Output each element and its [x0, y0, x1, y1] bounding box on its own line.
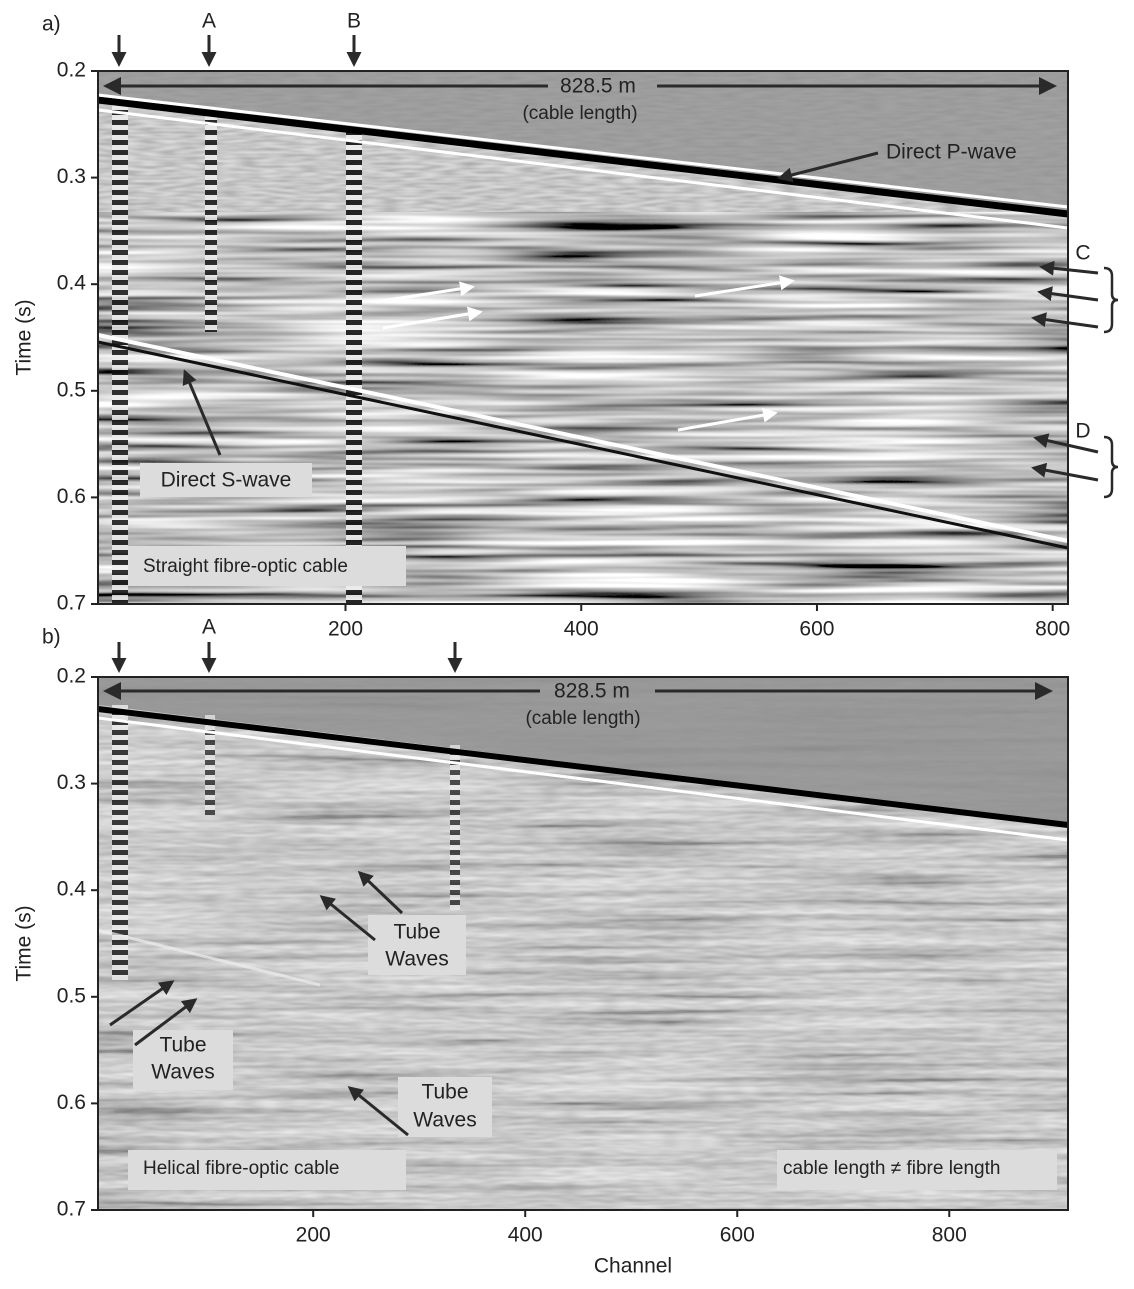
annotation: Direct P-wave: [886, 141, 1017, 164]
y-tick-label: 0.2: [57, 59, 86, 82]
y-tick-label: 0.4: [57, 272, 87, 295]
y-tick-label: 0.3: [57, 165, 86, 188]
y-tick-label: 0.5: [57, 378, 86, 401]
y-tick-label: 0.4: [57, 878, 87, 901]
annotation: Tube: [393, 921, 440, 944]
panel-label: b): [42, 626, 61, 649]
x-axis-label: Channel: [594, 1255, 672, 1278]
annotation-box: [777, 1150, 1057, 1190]
cable-note: (cable length): [525, 708, 640, 729]
x-tick-label: 200: [296, 1224, 331, 1247]
annotation: D: [1075, 420, 1090, 443]
annotation: Tube: [159, 1034, 206, 1057]
top-arrows: [111, 642, 463, 673]
x-tick-label: 600: [799, 618, 834, 641]
annotation-arrow: [182, 369, 222, 456]
annotation-box: [133, 1030, 233, 1090]
cable-type: Straight fibre-optic cable: [143, 556, 348, 577]
y-tick-label: 0.7: [57, 592, 86, 615]
annotation-box: [128, 1150, 406, 1190]
x-tick-label: 800: [932, 1224, 967, 1247]
annotation-box: [368, 915, 466, 975]
x-tick-label: 400: [508, 1224, 543, 1247]
annotation: Direct S-wave: [161, 469, 292, 492]
annotation: Tube: [421, 1081, 468, 1104]
tube-arrows: [109, 870, 409, 1137]
annotation-box: [128, 546, 406, 586]
y-tick-label: 0.3: [57, 771, 86, 794]
marker-label: B: [347, 10, 361, 33]
plot-frame: [97, 676, 1069, 1211]
annotation-box: [140, 463, 312, 497]
annotation-box: [398, 1077, 492, 1137]
plot-frame: [97, 70, 1069, 605]
panel-label: a): [42, 13, 61, 36]
y-tick-label: 0.2: [57, 665, 86, 688]
x-tick-label: 400: [564, 618, 599, 641]
y-axis-label: Time (s): [13, 905, 36, 981]
annotation-arrow: [777, 151, 879, 183]
marker-label: A: [202, 616, 216, 639]
top-arrows: [111, 35, 362, 67]
y-tick-label: 0.5: [57, 984, 86, 1007]
y-tick-label: 0.6: [57, 485, 86, 508]
cable-type: Helical fibre-optic cable: [143, 1158, 339, 1179]
annotation: C: [1075, 242, 1090, 265]
x-tick-label: 800: [1035, 618, 1070, 641]
cable-length: 828.5 m: [554, 680, 630, 703]
cable-note: (cable length): [522, 103, 637, 124]
annotation: Waves: [151, 1061, 214, 1084]
seismic-image-b: [97, 677, 1069, 1210]
annotation: Waves: [385, 948, 448, 971]
cable-length: 828.5 m: [560, 75, 636, 98]
marker-label: A: [202, 10, 216, 33]
annotation: Waves: [413, 1109, 476, 1132]
white-arrows: [374, 275, 795, 432]
note: cable length ≠ fibre length: [783, 1158, 1000, 1179]
x-tick-label: 600: [720, 1224, 755, 1247]
x-tick-label: 200: [328, 618, 363, 641]
c-d-arrows: [1031, 260, 1119, 499]
seismic-image-a: [97, 71, 1069, 604]
y-axis-label: Time (s): [13, 299, 36, 375]
y-tick-label: 0.6: [57, 1091, 86, 1114]
y-tick-label: 0.7: [57, 1198, 86, 1221]
